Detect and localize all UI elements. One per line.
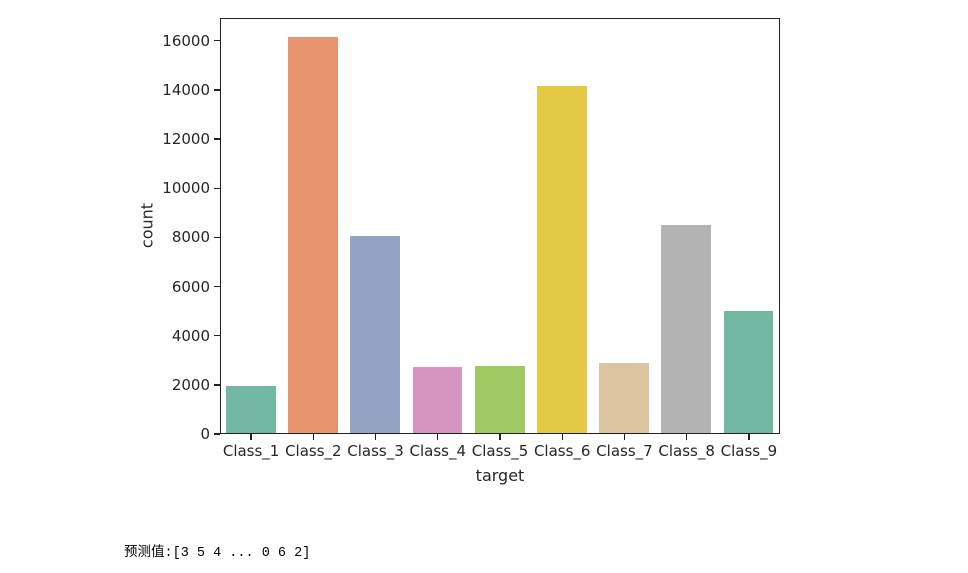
y-tick-mark: [214, 187, 220, 189]
y-tick-label: 14000: [162, 80, 210, 99]
bar-class_1: [225, 385, 276, 433]
y-tick-label: 10000: [162, 179, 210, 198]
bar-class_6: [537, 85, 587, 433]
y-tick-mark: [214, 138, 220, 140]
x-axis-label: target: [475, 466, 525, 485]
y-tick-label: 8000: [171, 228, 210, 247]
x-tick-label-class_5: Class_5: [471, 442, 529, 460]
y-axis-label: count: [137, 202, 157, 249]
x-tick-mark: [374, 434, 377, 440]
x-tick-label-class_8: Class_8: [658, 442, 715, 460]
x-tick-label-class_1: Class_1: [222, 442, 280, 460]
bar-class_4: [412, 366, 463, 433]
y-tick-mark: [214, 236, 220, 239]
bar-class_2: [288, 36, 338, 433]
y-tick-mark: [214, 285, 220, 288]
bar-class_7: [599, 363, 650, 433]
x-tick-mark: [499, 434, 501, 440]
y-tick-label: 16000: [162, 31, 210, 50]
y-tick-label: 6000: [171, 277, 210, 296]
x-tick-label-class_7: Class_7: [596, 442, 653, 460]
plot-area: [220, 18, 780, 434]
x-tick-mark: [685, 434, 688, 440]
x-tick-mark: [748, 434, 750, 440]
y-tick-mark: [214, 40, 220, 42]
x-tick-label-class_3: Class_3: [347, 442, 404, 460]
x-tick-mark: [437, 434, 439, 440]
x-tick-mark: [561, 434, 563, 440]
bar-class_5: [474, 365, 525, 433]
bar-class_3: [350, 236, 401, 433]
x-tick-label-class_6: Class_6: [533, 442, 591, 460]
y-tick-label: 4000: [171, 326, 210, 345]
y-tick-label: 2000: [171, 375, 210, 394]
y-tick-label: 0: [200, 425, 210, 443]
y-tick-mark: [214, 335, 220, 337]
x-tick-mark: [250, 434, 252, 440]
x-tick-label-class_4: Class_4: [409, 442, 467, 460]
y-tick-label: 12000: [162, 130, 210, 149]
y-tick-mark: [214, 89, 220, 91]
x-tick-mark: [312, 434, 315, 440]
x-tick-label-class_9: Class_9: [720, 442, 778, 460]
y-tick-mark: [214, 384, 220, 386]
x-tick-label-class_2: Class_2: [285, 442, 342, 460]
x-tick-mark: [623, 434, 626, 440]
bar-class_8: [661, 225, 712, 433]
caption-predictions: 预测值:[3 5 4 ... 0 6 2]: [124, 546, 311, 561]
caption-block: 预测值:[3 5 4 ... 0 6 2] 评分： 0.786063921681…: [124, 501, 351, 573]
y-tick-mark: [214, 433, 220, 435]
bar-class_9: [723, 311, 774, 433]
